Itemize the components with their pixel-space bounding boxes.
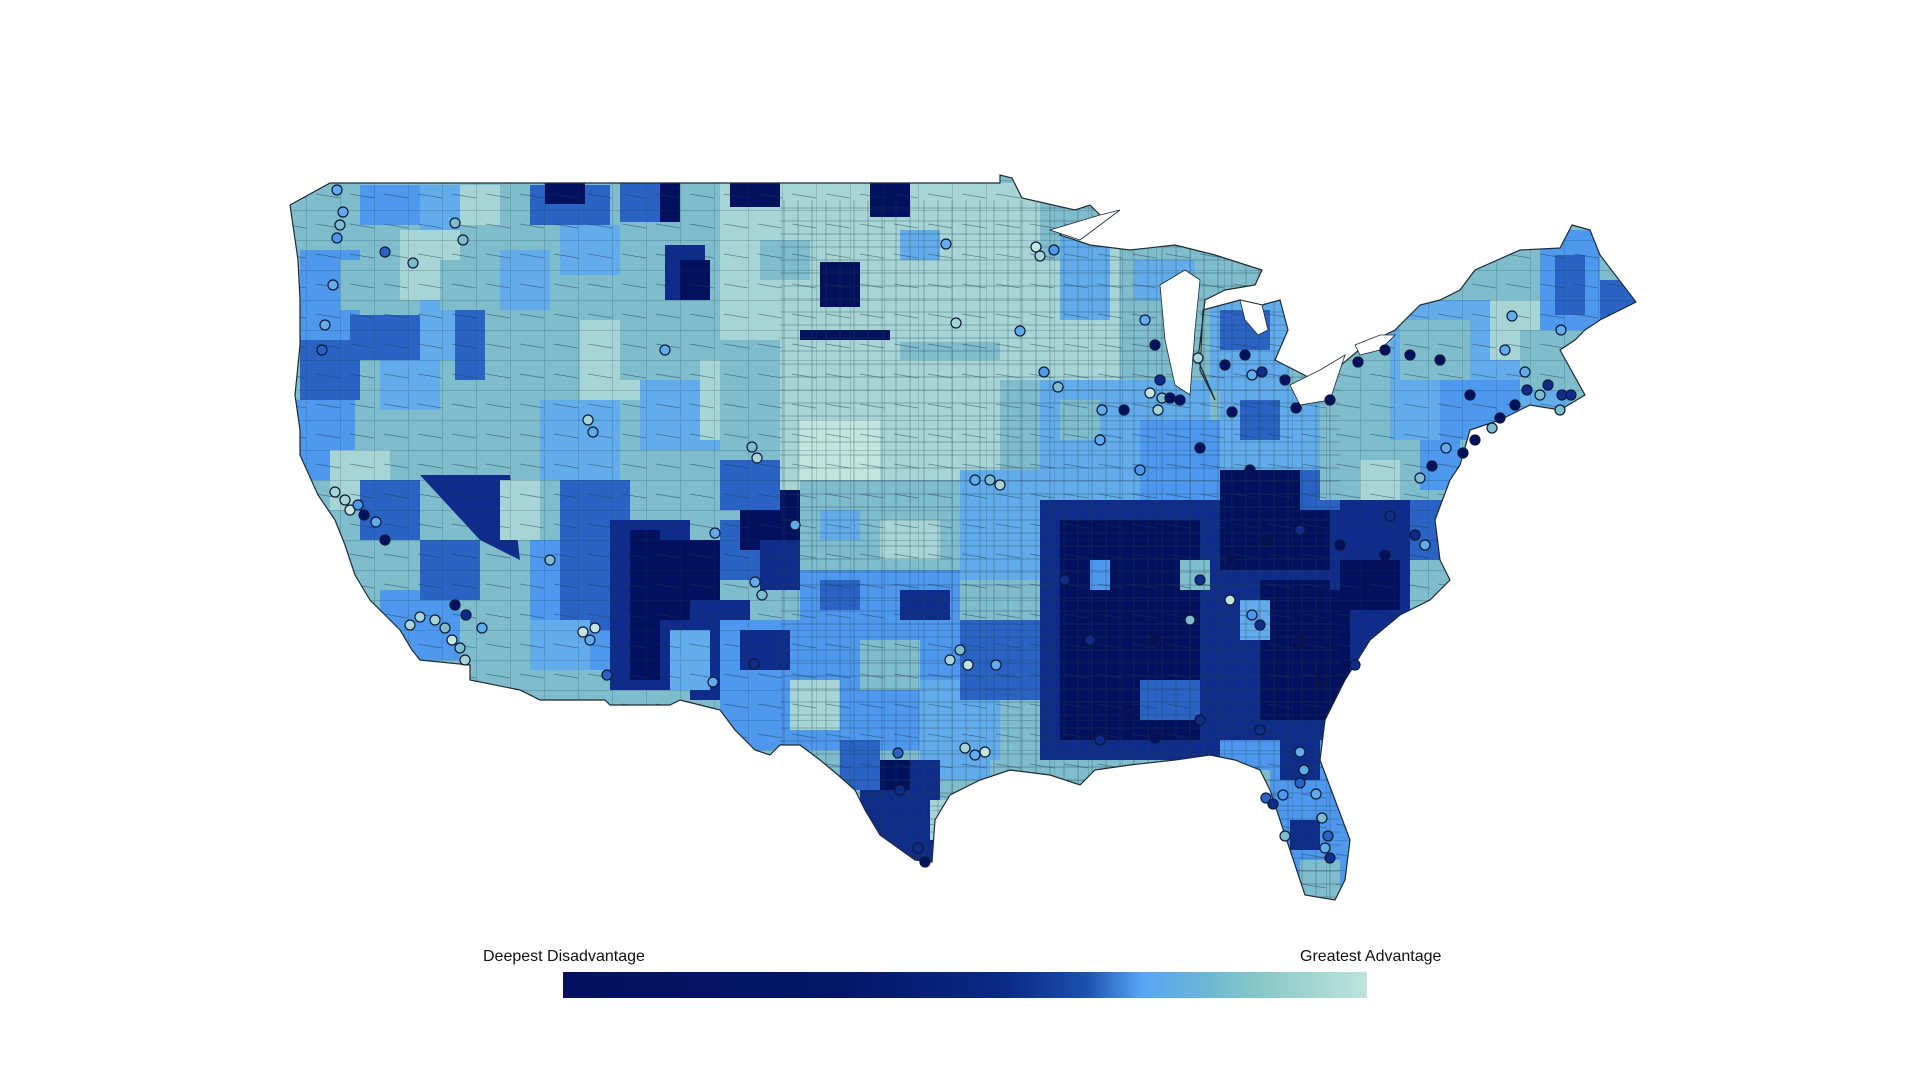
city-markers [316,184,1577,868]
legend-max-label: Greatest Advantage [1300,948,1442,965]
legend-color-bar [563,972,1367,998]
legend-min-label: Deepest Disadvantage [483,948,645,965]
great-lakes [1048,209,1396,406]
county-fills [290,175,1636,900]
